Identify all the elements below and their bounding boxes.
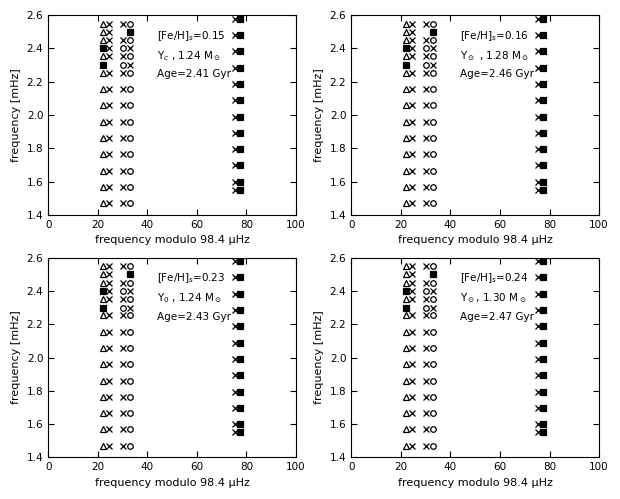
Text: Age=2.46 Gyr: Age=2.46 Gyr: [460, 69, 534, 79]
X-axis label: frequency modulo 98.4 μHz: frequency modulo 98.4 μHz: [397, 478, 552, 488]
Text: Age=2.41 Gyr: Age=2.41 Gyr: [157, 69, 231, 79]
X-axis label: frequency modulo 98.4 μHz: frequency modulo 98.4 μHz: [397, 236, 552, 246]
Text: [Fe/H]$_s$=0.16: [Fe/H]$_s$=0.16: [460, 29, 529, 43]
Text: Y$_0$ , 1.24 M$_\odot$: Y$_0$ , 1.24 M$_\odot$: [157, 291, 222, 305]
X-axis label: frequency modulo 98.4 μHz: frequency modulo 98.4 μHz: [95, 478, 249, 488]
Y-axis label: frequency [mHz]: frequency [mHz]: [11, 68, 21, 162]
Text: [Fe/H]$_s$=0.24: [Fe/H]$_s$=0.24: [460, 271, 529, 285]
Y-axis label: frequency [mHz]: frequency [mHz]: [314, 311, 324, 405]
Text: [Fe/H]$_s$=0.15: [Fe/H]$_s$=0.15: [157, 29, 226, 43]
Y-axis label: frequency [mHz]: frequency [mHz]: [314, 68, 324, 162]
Text: Y$_c$ , 1.24 M$_\odot$: Y$_c$ , 1.24 M$_\odot$: [157, 49, 221, 63]
Text: Y$_\odot$, 1.30 M$_\odot$: Y$_\odot$, 1.30 M$_\odot$: [460, 291, 527, 305]
Text: Age=2.43 Gyr: Age=2.43 Gyr: [157, 311, 231, 322]
Y-axis label: frequency [mHz]: frequency [mHz]: [11, 311, 21, 405]
Text: Y$_\odot$ , 1.28 M$_\odot$: Y$_\odot$ , 1.28 M$_\odot$: [460, 49, 529, 63]
X-axis label: frequency modulo 98.4 μHz: frequency modulo 98.4 μHz: [95, 236, 249, 246]
Text: [Fe/H]$_s$=0.23: [Fe/H]$_s$=0.23: [157, 271, 225, 285]
Text: Age=2.47 Gyr: Age=2.47 Gyr: [460, 311, 534, 322]
